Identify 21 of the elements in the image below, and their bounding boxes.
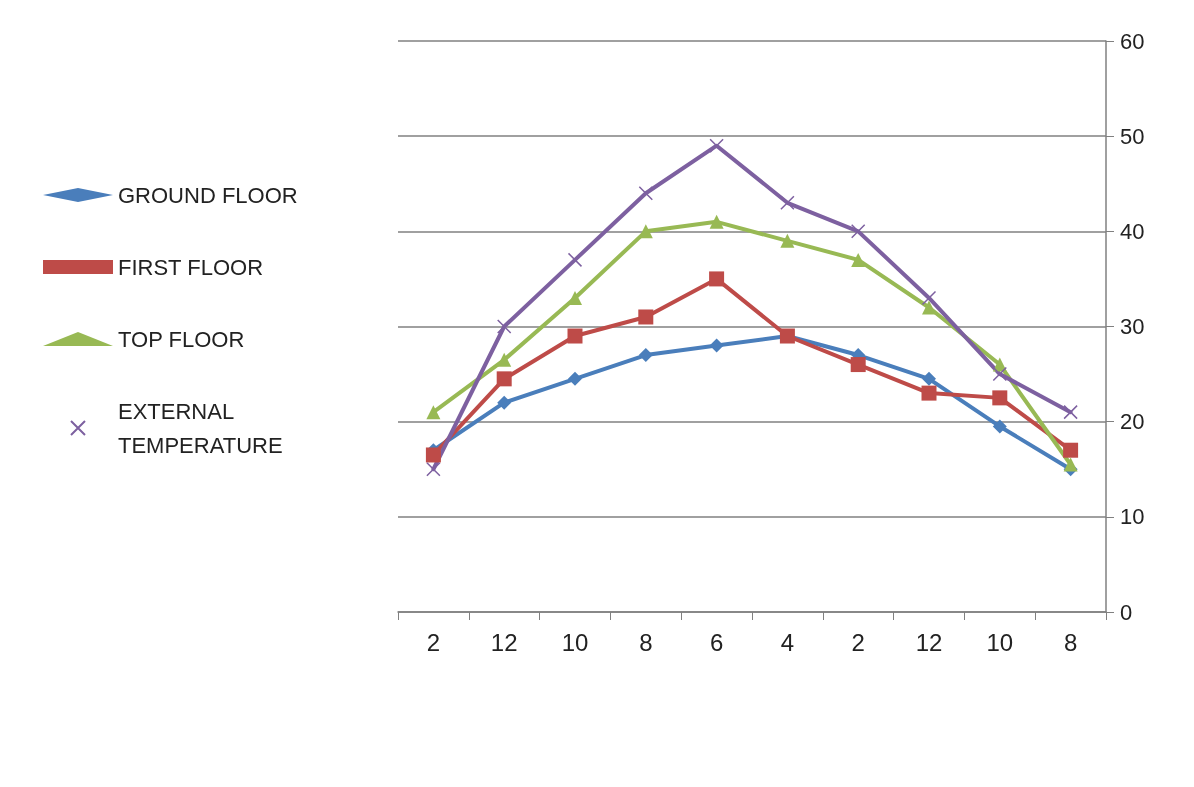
y-tick-label: 10 — [1120, 504, 1145, 530]
y-tick-label: 40 — [1120, 218, 1145, 244]
x-tick-label: 10 — [986, 628, 1014, 656]
legend-label: FIRST FLOOR — [118, 254, 264, 280]
x-tick-label: 8 — [1063, 628, 1078, 656]
y-tick-label: 20 — [1120, 409, 1145, 435]
y-tick-label: 30 — [1120, 314, 1145, 339]
x-tick-label: 12 — [490, 628, 518, 656]
x-tick-label: 6 — [709, 628, 724, 656]
y-tick-label: 50 — [1120, 123, 1145, 149]
x-tick-label: 10 — [561, 628, 589, 656]
x-tick-label: 4 — [780, 628, 795, 656]
x-tick-label: 2 — [426, 628, 441, 656]
legend-label: EXTERNAL TEMPERATURE — [118, 398, 283, 458]
y-tick-label: 0 — [1120, 599, 1133, 625]
y-tick-label: 60 — [1120, 28, 1145, 54]
x-tick-label: 12 — [915, 628, 943, 656]
legend-label: GROUND FLOOR — [118, 182, 298, 208]
legend-label: TOP FLOOR — [118, 326, 245, 352]
x-tick-label: 8 — [639, 628, 653, 656]
x-tick-label: 2 — [851, 628, 865, 656]
